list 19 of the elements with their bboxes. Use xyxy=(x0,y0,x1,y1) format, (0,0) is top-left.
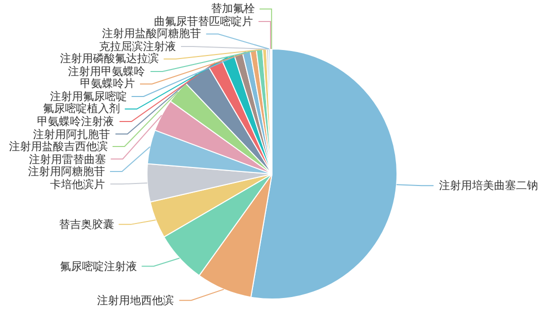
slice-label: 注射用氟尿嘧啶 xyxy=(50,90,127,103)
slice-label: 氟尿嘧啶植入剂 xyxy=(43,102,120,115)
slice-label: 注射用盐酸阿糖胞苷 xyxy=(102,27,201,40)
slice-label: 注射用地西他滨 xyxy=(97,294,174,307)
slice-label: 甲氨蝶呤片 xyxy=(80,77,135,90)
slice-label: 替加氟栓 xyxy=(211,2,255,15)
slice-label: 注射用阿糖胞苷 xyxy=(28,165,105,178)
slice-label: 甲氨蝶呤注射液 xyxy=(37,115,114,128)
slice-label: 注射用磷酸氟达拉滨 xyxy=(60,52,159,65)
slice-label: 曲氟尿苷替匹嘧啶片 xyxy=(154,15,253,28)
slice-label: 注射用雷替曲塞 xyxy=(29,153,106,166)
slice-label: 克拉屈滨注射液 xyxy=(99,40,176,53)
slice-label: 替吉奥胶囊 xyxy=(59,218,114,231)
slice-label: 卡培他滨片 xyxy=(50,178,105,191)
slice-label: 注射用甲氨蝶呤 xyxy=(68,65,145,78)
slice-label: 注射用盐酸吉西他滨 xyxy=(9,140,108,153)
slice-label: 注射用阿扎胞苷 xyxy=(33,128,110,141)
slice-label: 注射用培美曲塞二钠 xyxy=(439,179,538,192)
slice-label: 氟尿嘧啶注射液 xyxy=(60,260,137,273)
